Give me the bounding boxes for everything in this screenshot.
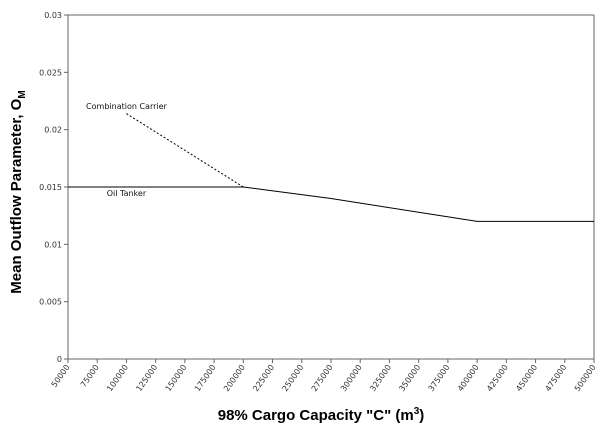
y-axis-title-subscript: M	[17, 90, 28, 98]
y-axis-title-text: Mean Outflow Parameter, O	[8, 98, 25, 293]
x-tick-label: 200000	[222, 363, 247, 393]
x-axis-ticks: 50000 75000 100000 125000 150000 175000 200000…	[50, 359, 598, 393]
y-tick-label: 0	[57, 355, 62, 364]
x-tick-label: 400000	[456, 363, 481, 393]
x-axis-title: 98% Cargo Capacity "C" (m3)	[218, 406, 425, 424]
x-tick-label: 125000	[134, 363, 159, 393]
y-axis-ticks: 0 0.005 0.01 0.015 0.02 0.025 0.03	[39, 11, 68, 364]
x-tick-label: 75000	[79, 363, 101, 389]
series-line-combination-carrier	[126, 113, 244, 188]
y-tick-label: 0.02	[44, 126, 62, 135]
y-axis-title: Mean Outflow Parameter, OM	[8, 90, 28, 293]
annotation-label: Combination Carrier	[86, 102, 167, 111]
annotations: Combination Carrier Oil Tanker	[86, 102, 167, 198]
x-tick-label: 450000	[514, 363, 539, 393]
y-tick-label: 0.015	[39, 183, 62, 192]
x-axis-title-text: 98% Cargo Capacity "C" (m	[218, 407, 414, 424]
x-tick-label: 175000	[193, 363, 218, 393]
x-tick-label: 50000	[50, 363, 72, 389]
x-tick-label: 275000	[310, 363, 335, 393]
x-tick-label: 425000	[485, 363, 510, 393]
x-axis-title-superscript: 3	[414, 406, 420, 417]
x-tick-label: 150000	[164, 363, 189, 393]
x-tick-label: 325000	[368, 363, 393, 393]
y-tick-label: 0.03	[44, 11, 62, 20]
y-tick-label: 0.025	[39, 68, 62, 77]
x-tick-label: 100000	[105, 363, 130, 393]
x-tick-label: 375000	[427, 363, 452, 393]
annotation-label: Oil Tanker	[107, 189, 147, 198]
x-tick-label: 250000	[281, 363, 306, 393]
x-tick-label: 475000	[544, 363, 569, 393]
x-tick-label: 300000	[339, 363, 364, 393]
series-layer	[68, 113, 594, 222]
y-tick-label: 0.01	[44, 240, 62, 249]
y-tick-label: 0.005	[39, 298, 62, 307]
series-line-oil-tanker	[68, 186, 594, 222]
x-tick-label: 350000	[397, 363, 422, 393]
x-tick-label: 225000	[251, 363, 276, 393]
x-tick-label: 500000	[573, 363, 598, 393]
